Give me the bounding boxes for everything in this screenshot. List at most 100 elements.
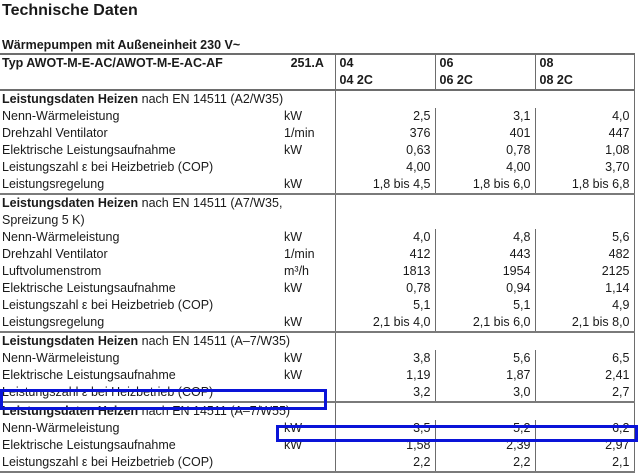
row-unit: 1/min — [284, 247, 315, 261]
row-value: 6,5 — [534, 350, 635, 367]
row-value: 4,8 — [434, 229, 535, 246]
section-title: Leistungsdaten Heizen nach EN 14511 (A–7… — [2, 334, 291, 348]
technical-data-table: Typ AWOT-M-E-AC/AWOT-M-E-AC-AF 251.A 04 0… — [0, 53, 635, 473]
row-unit: kW — [284, 143, 303, 157]
row-label: Leistungszahl ε bei Heizbetrieb (COP) — [2, 160, 214, 174]
row-value: 4,0 — [534, 108, 635, 125]
section-title-row: Leistungsdaten Heizen nach EN 14511 (A2/… — [0, 90, 635, 108]
row-value: 5,1 — [434, 297, 535, 314]
row-value: 2,41 — [534, 367, 635, 384]
row-label: Elektrische Leistungsaufnahme — [2, 368, 176, 382]
table-row: Leistungszahl ε bei Heizbetrieb (COP) 2,2… — [0, 454, 635, 473]
table-header-row: Typ AWOT-M-E-AC/AWOT-M-E-AC-AF 251.A 04 0… — [0, 53, 635, 91]
table-row: Nenn-Wärmeleistung kW 3,5 5,2 6,2 — [0, 420, 635, 437]
row-value: 3,0 — [434, 384, 535, 403]
row-value: 1,8 bis 6,0 — [434, 176, 535, 195]
row-label: Elektrische Leistungsaufnahme — [2, 143, 176, 157]
row-value: 2125 — [534, 263, 635, 280]
table-row: Nenn-Wärmeleistung kW 2,5 3,1 4,0 — [0, 108, 635, 125]
row-value: 2,2 — [334, 454, 435, 473]
table-row: Nenn-Wärmeleistung kW 4,0 4,8 5,6 — [0, 229, 635, 246]
row-value: 4,00 — [334, 159, 435, 176]
row-value: 2,7 — [534, 384, 635, 403]
table-row: Elektrische Leistungsaufnahme kW 1,58 2,39 2… — [0, 437, 635, 454]
table-title: Wärmepumpen mit Außeneinheit 230 V~ — [2, 38, 241, 52]
table-row: Elektrische Leistungsaufnahme kW 0,63 0,78 1… — [0, 142, 635, 159]
row-value: 401 — [434, 125, 535, 142]
table-row: Drehzahl Ventilator 1/min 376 401 447 — [0, 125, 635, 142]
section-title-row: Leistungsdaten Heizen nach EN 14511 (A–7… — [0, 332, 635, 350]
row-unit — [280, 454, 335, 473]
row-value: 2,39 — [434, 437, 535, 454]
row-value: 447 — [534, 125, 635, 142]
page-title: Technische Daten — [2, 2, 138, 19]
row-value: 1,87 — [434, 367, 535, 384]
row-unit: m³/h — [284, 264, 309, 278]
row-value: 3,2 — [334, 384, 435, 403]
type-label: Typ AWOT-M-E-AC/AWOT-M-E-AC-AF — [0, 53, 280, 91]
row-value: 0,78 — [334, 280, 435, 297]
table-row: Drehzahl Ventilator 1/min 412 443 482 — [0, 246, 635, 263]
row-unit: kW — [284, 368, 303, 382]
section-title: Leistungsdaten Heizen nach EN 14511 (A–7… — [2, 404, 291, 418]
row-label: Drehzahl Ventilator — [2, 247, 108, 261]
row-value: 3,5 — [334, 420, 435, 437]
row-unit: kW — [284, 438, 303, 452]
row-value: 2,1 bis 4,0 — [334, 314, 435, 333]
row-label: Elektrische Leistungsaufnahme — [2, 438, 176, 452]
row-unit: kW — [284, 421, 303, 435]
row-value: 376 — [334, 125, 435, 142]
row-value: 2,5 — [334, 108, 435, 125]
row-value: 4,9 — [534, 297, 635, 314]
table-row: Leistungszahl ε bei Heizbetrieb (COP) 4,0… — [0, 159, 635, 176]
row-label: Leistungszahl ε bei Heizbetrieb (COP) — [0, 454, 280, 473]
row-value: 1,08 — [534, 142, 635, 159]
row-label: Nenn-Wärmeleistung — [2, 230, 120, 244]
section-title-row: Leistungsdaten Heizen nach EN 14511 (A7/… — [0, 194, 635, 229]
row-value: 1954 — [434, 263, 535, 280]
section-title: Leistungsdaten Heizen nach EN 14511 (A2/… — [2, 92, 284, 106]
row-value: 3,8 — [334, 350, 435, 367]
row-value: 443 — [434, 246, 535, 263]
row-unit: kW — [284, 351, 303, 365]
row-label: Leistungszahl ε bei Heizbetrieb (COP) — [0, 384, 280, 403]
row-unit: kW — [280, 176, 335, 195]
row-label: Leistungszahl ε bei Heizbetrieb (COP) — [2, 298, 214, 312]
row-unit: 1/min — [284, 126, 315, 140]
row-unit: kW — [280, 314, 335, 333]
model-column-header: 04 04 2C — [334, 53, 435, 91]
row-value: 0,78 — [434, 142, 535, 159]
section-title-row: Leistungsdaten Heizen nach EN 14511 (A–7… — [0, 402, 635, 420]
type-code: 251.A — [280, 53, 335, 91]
row-value: 6,2 — [534, 420, 635, 437]
row-value: 4,0 — [334, 229, 435, 246]
row-value: 5,6 — [434, 350, 535, 367]
row-value: 2,1 bis 8,0 — [534, 314, 635, 333]
row-unit: kW — [284, 109, 303, 123]
table-row: Elektrische Leistungsaufnahme kW 0,78 0,94 1… — [0, 280, 635, 297]
row-value: 1813 — [334, 263, 435, 280]
section-title: Leistungsdaten Heizen nach EN 14511 (A7/… — [2, 196, 283, 227]
row-value: 3,1 — [434, 108, 535, 125]
model-column-header: 08 08 2C — [534, 53, 635, 91]
row-label: Leistungsregelung — [0, 314, 280, 333]
row-value: 1,8 bis 6,8 — [534, 176, 635, 195]
row-value: 1,58 — [334, 437, 435, 454]
row-value: 2,97 — [534, 437, 635, 454]
table-row: Luftvolumenstrom m³/h 1813 1954 2125 — [0, 263, 635, 280]
row-unit — [280, 297, 335, 314]
row-value: 2,2 — [434, 454, 535, 473]
row-label: Nenn-Wärmeleistung — [2, 109, 120, 123]
row-value: 5,1 — [334, 297, 435, 314]
row-value: 2,1 — [534, 454, 635, 473]
row-value: 3,70 — [534, 159, 635, 176]
table-row: Leistungszahl ε bei Heizbetrieb (COP) 5,1… — [0, 297, 635, 314]
row-unit: kW — [284, 281, 303, 295]
row-value: 1,8 bis 4,5 — [334, 176, 435, 195]
table-row: Leistungszahl ε bei Heizbetrieb (COP) 3,2… — [0, 384, 635, 403]
row-unit — [280, 159, 335, 176]
table-row: Leistungsregelung kW 1,8 bis 4,5 1,8 bis 6,… — [0, 176, 635, 195]
table-row: Leistungsregelung kW 2,1 bis 4,0 2,1 bis 6,… — [0, 314, 635, 333]
row-value: 1,14 — [534, 280, 635, 297]
row-label: Leistungsregelung — [0, 176, 280, 195]
